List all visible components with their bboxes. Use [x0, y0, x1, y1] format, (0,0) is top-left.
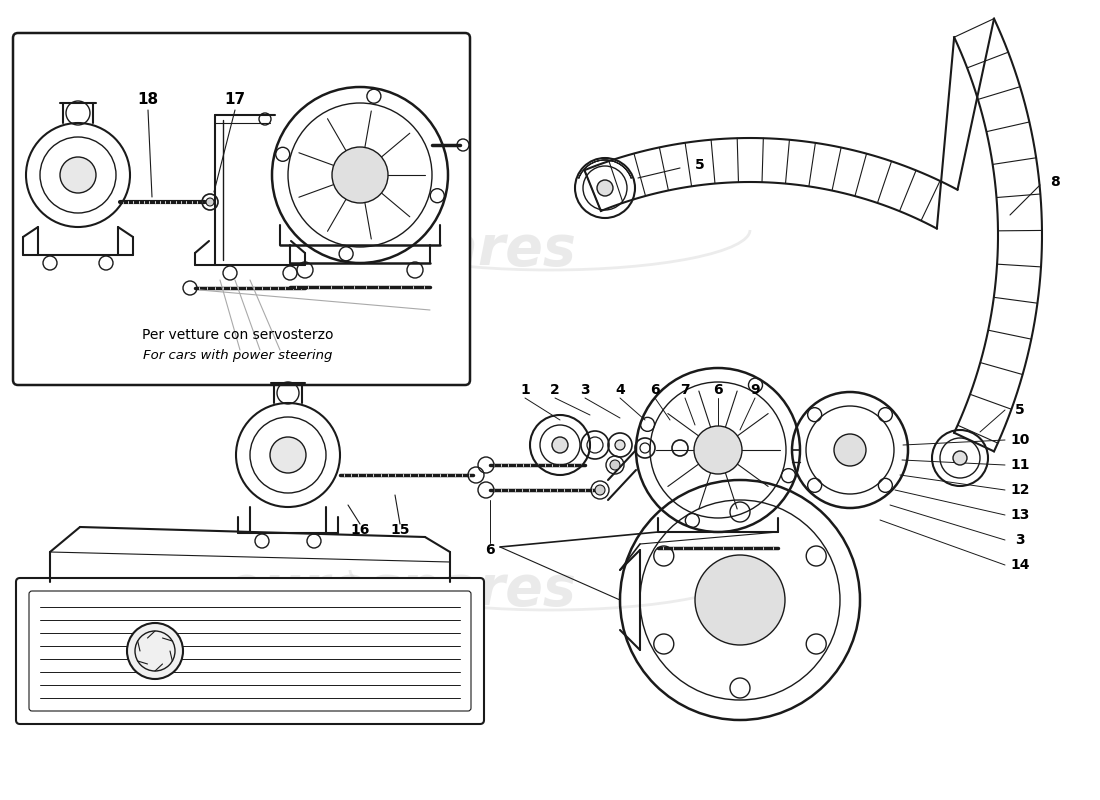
Text: 3: 3 [580, 383, 590, 397]
Text: 5: 5 [695, 158, 705, 172]
FancyBboxPatch shape [29, 591, 471, 711]
Text: 3: 3 [1015, 533, 1025, 547]
Text: For cars with power steering: For cars with power steering [143, 349, 332, 362]
Text: 1: 1 [520, 383, 530, 397]
Text: 12: 12 [1010, 483, 1030, 497]
Text: eurospares: eurospares [224, 563, 575, 617]
Text: eurospares: eurospares [224, 223, 575, 277]
Text: 18: 18 [138, 93, 158, 107]
Circle shape [60, 157, 96, 193]
Circle shape [597, 180, 613, 196]
Circle shape [595, 485, 605, 495]
Circle shape [615, 440, 625, 450]
Text: 13: 13 [1010, 508, 1030, 522]
Text: 17: 17 [224, 93, 245, 107]
Circle shape [834, 434, 866, 466]
Circle shape [695, 555, 785, 645]
Text: Per vetture con servosterzo: Per vetture con servosterzo [142, 328, 333, 342]
Circle shape [552, 437, 568, 453]
FancyBboxPatch shape [13, 33, 470, 385]
Text: 8: 8 [1050, 175, 1060, 189]
Circle shape [206, 198, 214, 206]
Text: 2: 2 [550, 383, 560, 397]
Text: 7: 7 [680, 383, 690, 397]
Text: 6: 6 [650, 383, 660, 397]
Text: 6: 6 [713, 383, 723, 397]
Circle shape [694, 426, 743, 474]
Circle shape [126, 623, 183, 679]
Text: 4: 4 [615, 383, 625, 397]
Circle shape [610, 460, 620, 470]
Circle shape [332, 147, 388, 203]
Circle shape [270, 437, 306, 473]
Circle shape [953, 451, 967, 465]
Text: 10: 10 [1010, 433, 1030, 447]
Text: 6: 6 [485, 543, 495, 557]
FancyBboxPatch shape [16, 578, 484, 724]
Text: 14: 14 [1010, 558, 1030, 572]
Text: 15: 15 [390, 523, 409, 537]
Text: 5: 5 [1015, 403, 1025, 417]
Text: 11: 11 [1010, 458, 1030, 472]
Text: 16: 16 [350, 523, 370, 537]
Text: 9: 9 [750, 383, 760, 397]
